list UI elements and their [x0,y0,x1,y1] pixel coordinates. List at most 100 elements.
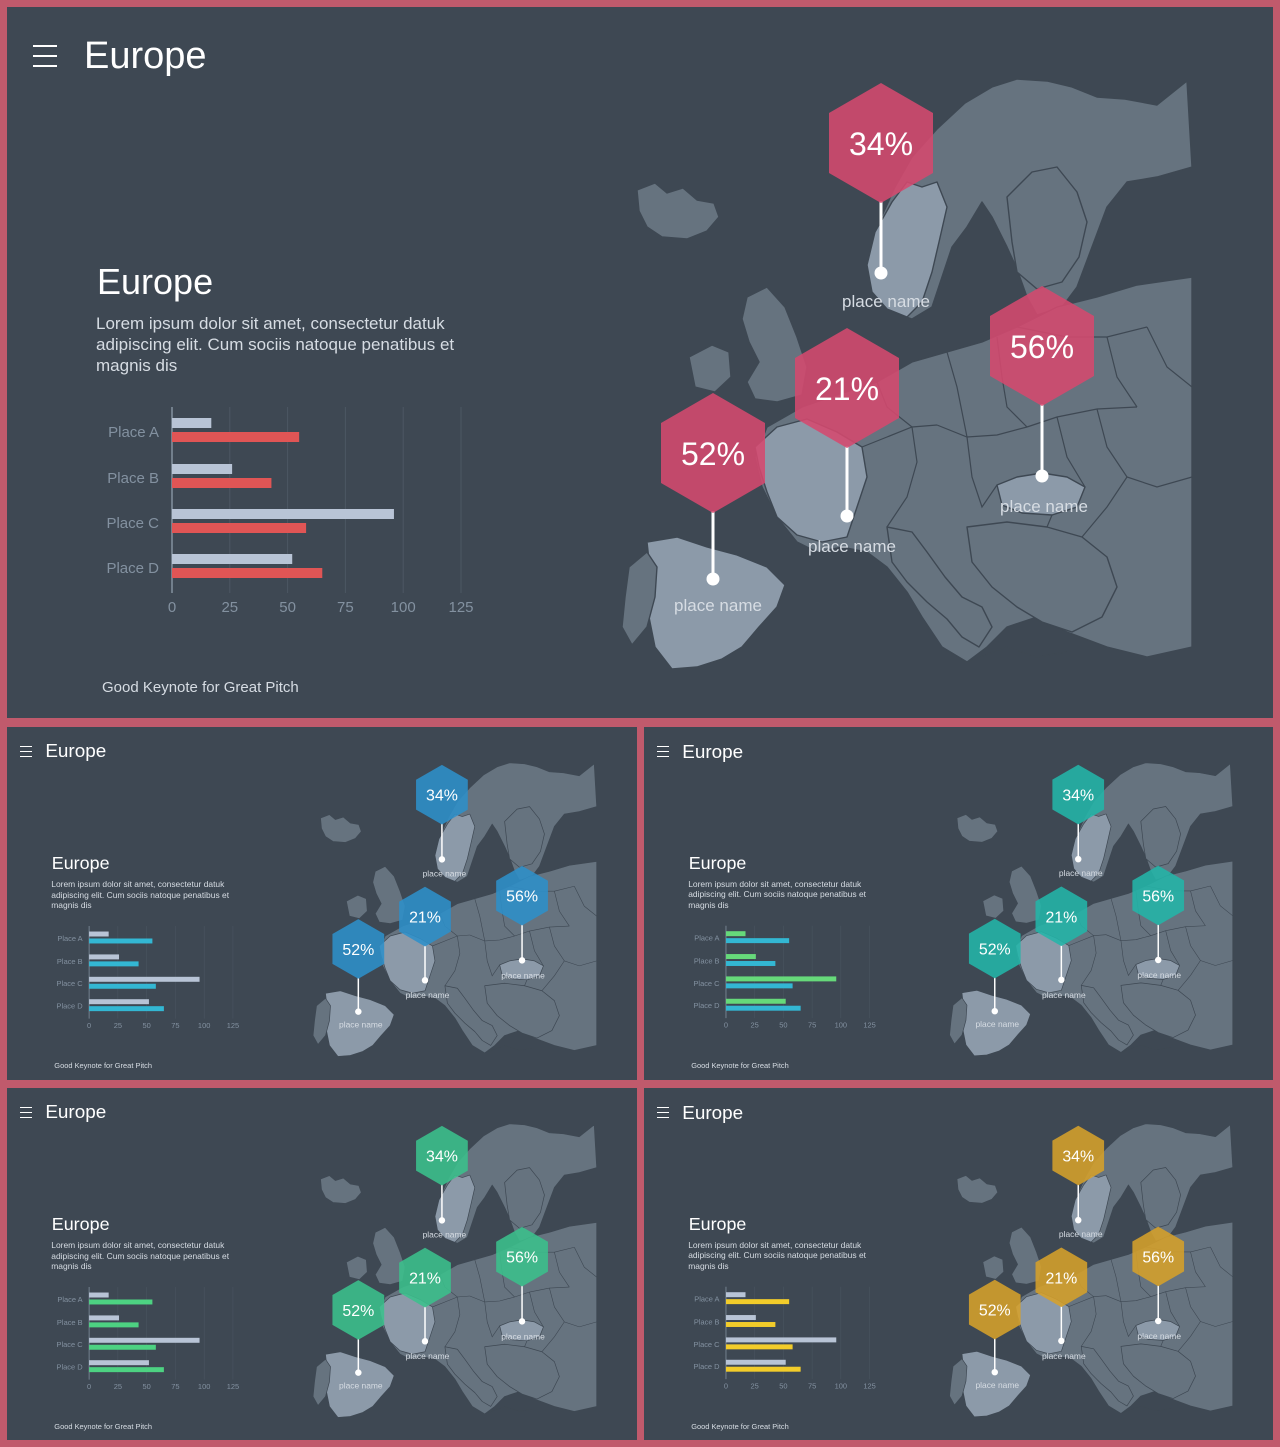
header-title: Europe [45,740,107,762]
map-marker[interactable]: 34% place name [829,83,933,311]
bar-series-2 [89,938,153,944]
map-marker[interactable]: 56% place name [1132,1226,1185,1341]
marker-value: 52% [681,436,745,472]
marker-pin [438,1217,446,1224]
marker-hexagon [399,1247,451,1308]
country-border [432,934,470,947]
country-border [861,424,938,448]
marker-hexagon [968,918,1021,979]
bar-series-2 [89,1299,153,1305]
marker-hexagon [496,865,548,926]
country-border [524,979,528,986]
map-marker[interactable]: 56% place name [496,865,548,980]
iberia-shape [325,990,395,1057]
bar-series-1 [89,954,120,960]
bar-series-1 [172,554,293,564]
bar-series-2 [725,961,776,966]
marker-hexagon [399,886,451,947]
finland-shape [504,1167,545,1229]
section-title: Europe [688,853,747,874]
footer-text: Good Keynote for Great Pitch [691,1421,789,1431]
map-marker[interactable]: 52% place name [332,1280,385,1391]
map-marker[interactable]: 56% place name [496,1226,548,1341]
bar-chart: 0 25 50 75 100 125 Place A Place B Place C Place … [106,407,474,616]
country-border [1146,326,1193,388]
map-marker[interactable]: 52% place name [968,918,1021,1029]
portugal-shape [621,551,658,646]
hamburger-menu-icon[interactable] [19,1106,32,1118]
map-marker[interactable]: 52% place name [968,1279,1021,1390]
bar-series-1 [89,1360,149,1366]
finland-shape [1006,166,1088,290]
marker-pin [1155,956,1162,964]
marker-value: 52% [979,942,1011,959]
ireland-shape [688,344,732,393]
marker-label: place name [808,537,896,556]
country-border [432,1295,470,1308]
bar-series-2 [725,1344,793,1350]
marker-pin [991,1368,998,1376]
x-tick-label: 125 [863,1382,875,1391]
marker-label: place name [1042,990,1086,1000]
hamburger-menu-icon[interactable] [656,745,669,757]
map-marker[interactable]: 34% place name [416,764,468,878]
country-border [484,1045,535,1054]
bar-series-2 [172,478,272,488]
bar-chart: 0 25 50 75 100 125 Place A Place B Place C Place … [57,926,239,1030]
hamburger-menu-icon[interactable] [33,45,57,67]
finland-shape [1140,806,1181,868]
ireland-shape [346,1255,368,1280]
bar-series-2 [725,1299,790,1305]
category-label: Place C [57,1340,84,1349]
bar-series-1 [725,1315,756,1321]
hamburger-menu-icon[interactable] [656,1106,669,1118]
map-marker[interactable]: 21% place name [399,1247,451,1361]
slide-teal: 34% place name 21% place name 56% place name 5… [644,727,1273,1080]
marker-value: 56% [506,889,538,906]
iberia-shape [646,536,786,670]
map-marker[interactable]: 21% place name [795,328,899,556]
country-border [886,426,918,528]
marker-pin [1058,1337,1065,1345]
category-label: Place D [106,560,159,577]
marker-label: place name [1059,868,1103,878]
country-border [1046,514,1053,528]
country-border [484,940,500,977]
map-marker[interactable]: 21% place name [399,886,451,1000]
map-marker[interactable]: 34% place name [416,1125,468,1239]
map-marker[interactable]: 56% place name [990,286,1094,516]
country-border [541,960,565,991]
italy-shape [1080,985,1134,1046]
marker-pin [518,957,526,964]
country-border [469,934,515,942]
bar-chart: 0 25 50 75 100 125 Place A Place B Place C Place … [57,1287,239,1391]
x-tick-label: 25 [114,1382,122,1391]
bar-series-1 [725,1337,837,1343]
country-border [1080,1296,1097,1347]
map-markers: 34%place name 21%place name 56%place name 5… [968,764,1185,1029]
map-marker[interactable]: 52% place name [332,919,385,1030]
section-title: Europe [51,1214,110,1235]
portugal-shape [312,997,331,1045]
country-border [1105,1295,1151,1302]
marker-pin [355,1008,362,1015]
x-tick-label: 75 [808,1382,816,1391]
map-marker[interactable]: 21% place name [1035,886,1088,1000]
marker-value: 56% [1010,329,1074,365]
slide-graphics: 34%place name 21%place name 56%place name 5… [57,1123,598,1418]
bar-series-2 [725,1366,801,1372]
iceland-shape [956,814,999,843]
marker-label: place name [975,1019,1019,1029]
x-tick-label: 75 [337,599,354,616]
map-marker[interactable]: 34% place name [1052,1125,1105,1239]
country-border [1165,1291,1180,1327]
marker-hexagon [496,1226,548,1287]
map-marker[interactable]: 21% place name [1035,1247,1088,1361]
hamburger-menu-icon[interactable] [19,745,32,757]
map-marker[interactable]: 52% place name [661,393,765,615]
x-tick-label: 50 [142,1382,150,1391]
x-tick-label: 125 [227,1021,239,1030]
map-marker[interactable]: 34% place name [1052,764,1105,878]
country-border [1110,1259,1122,1302]
map-marker[interactable]: 56% place name [1132,865,1185,980]
